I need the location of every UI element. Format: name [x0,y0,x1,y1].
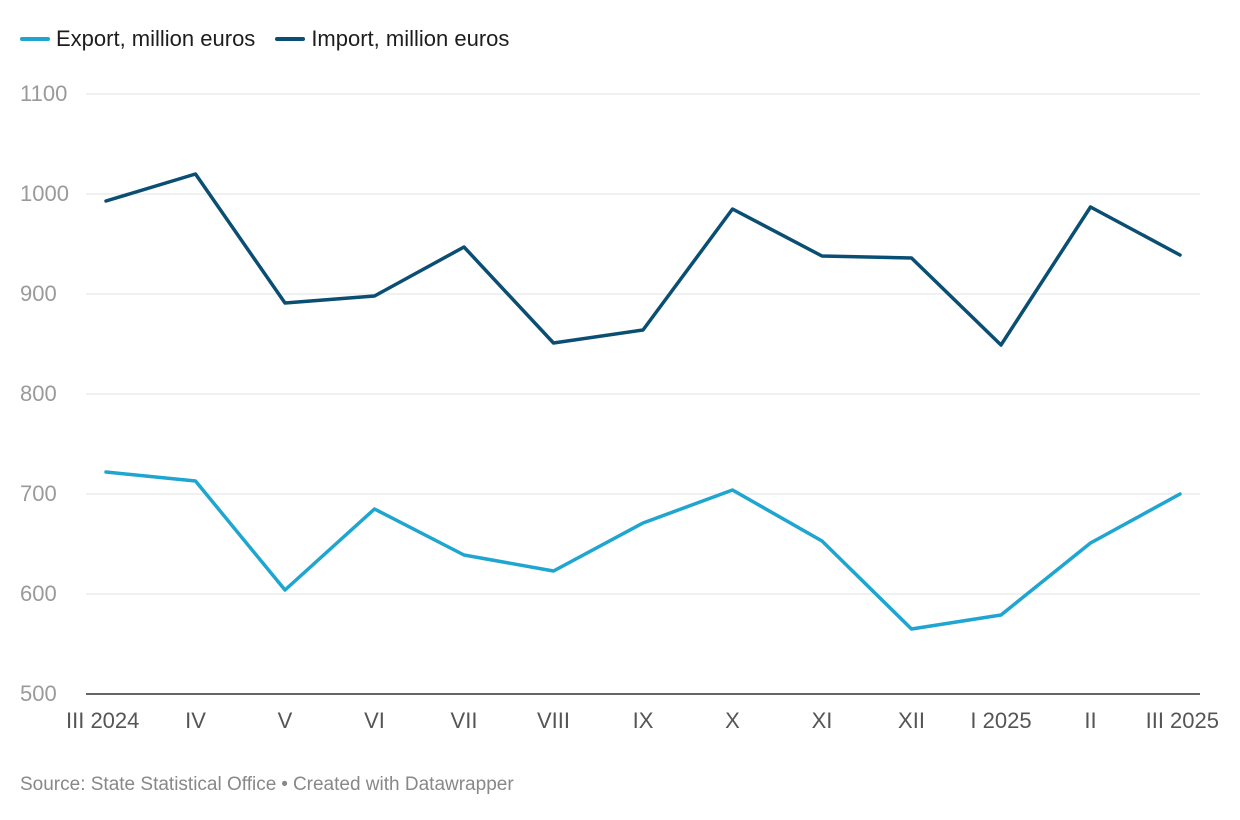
footer-separator: • [281,774,288,795]
export-series-line [104,470,1182,631]
legend-label-import: Import, million euros [311,26,510,51]
footer: Source: State Statistical Office • Created… [20,774,514,796]
source-note: Source: State Statistical Office [20,774,277,795]
x-tick-label: IX [633,708,654,733]
x-tick-label: V [278,708,293,733]
x-tick-label: III 2025 [1146,708,1219,733]
x-tick-label: XI [812,708,833,733]
x-tick-label: IV [185,708,206,733]
legend-label-export: Export, million euros [56,26,256,51]
x-tick-label: II [1084,708,1096,733]
y-tick-label: 1000 [20,181,69,206]
x-tick-label: I 2025 [970,708,1031,733]
credit-note: Created with Datawrapper [292,774,514,795]
x-tick-label: VI [364,708,385,733]
y-tick-label: 800 [20,381,57,406]
legend-swatch-export [20,37,50,41]
import-series-line [104,172,1182,347]
x-tick-label: VIII [537,708,570,733]
y-tick-label: 500 [20,681,57,706]
y-tick-label: 700 [20,481,57,506]
y-tick-label: 900 [20,281,57,306]
legend-item-import: Import, million euros [275,26,509,52]
legend: Export, million euros Import, million eu… [20,26,529,52]
x-tick-label: XII [898,708,925,733]
legend-item-export: Export, million euros [20,26,255,52]
x-tick-label: III 2024 [66,708,139,733]
y-tick-label: 600 [20,581,57,606]
legend-swatch-import [275,37,306,41]
x-tick-label: VII [451,708,478,733]
y-tick-label: 1100 [20,81,67,106]
x-tick-label: X [725,708,740,733]
